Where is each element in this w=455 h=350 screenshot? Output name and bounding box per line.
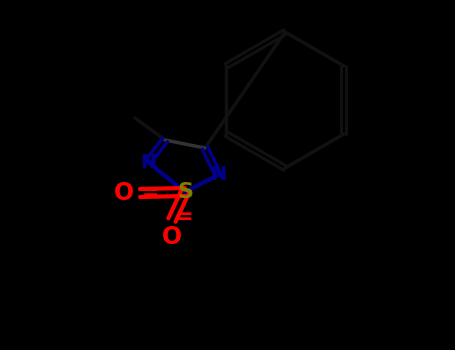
Text: =: = bbox=[142, 183, 160, 203]
Text: N: N bbox=[210, 166, 226, 184]
Text: O: O bbox=[162, 225, 182, 249]
Text: N: N bbox=[140, 153, 156, 172]
Text: S: S bbox=[177, 182, 193, 202]
Text: =: = bbox=[176, 207, 194, 227]
Text: O: O bbox=[114, 181, 134, 205]
